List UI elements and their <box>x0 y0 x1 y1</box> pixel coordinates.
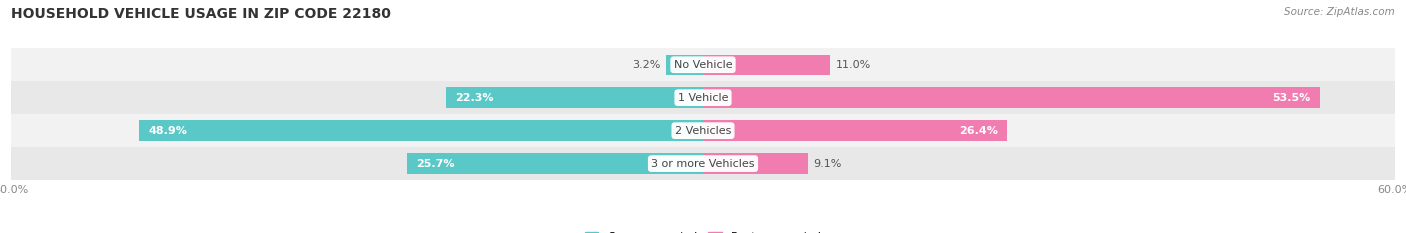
Bar <box>11 81 1395 114</box>
Text: 53.5%: 53.5% <box>1272 93 1310 103</box>
Text: Source: ZipAtlas.com: Source: ZipAtlas.com <box>1284 7 1395 17</box>
Text: HOUSEHOLD VEHICLE USAGE IN ZIP CODE 22180: HOUSEHOLD VEHICLE USAGE IN ZIP CODE 2218… <box>11 7 391 21</box>
Text: 3 or more Vehicles: 3 or more Vehicles <box>651 159 755 169</box>
Bar <box>11 114 1395 147</box>
Legend: Owner-occupied, Renter-occupied: Owner-occupied, Renter-occupied <box>581 227 825 233</box>
Text: No Vehicle: No Vehicle <box>673 60 733 70</box>
Bar <box>446 87 703 108</box>
Bar <box>703 87 1320 108</box>
Text: 11.0%: 11.0% <box>835 60 870 70</box>
Bar <box>703 153 808 174</box>
Text: 25.7%: 25.7% <box>416 159 454 169</box>
Text: 2 Vehicles: 2 Vehicles <box>675 126 731 136</box>
Text: 3.2%: 3.2% <box>631 60 661 70</box>
Text: 26.4%: 26.4% <box>959 126 998 136</box>
Text: 22.3%: 22.3% <box>456 93 494 103</box>
Bar <box>139 120 703 141</box>
Bar <box>406 153 703 174</box>
Bar <box>703 120 1007 141</box>
Bar <box>666 55 703 75</box>
Text: 48.9%: 48.9% <box>149 126 187 136</box>
Bar <box>703 55 830 75</box>
Text: 9.1%: 9.1% <box>814 159 842 169</box>
Bar <box>11 48 1395 81</box>
Text: 1 Vehicle: 1 Vehicle <box>678 93 728 103</box>
Bar <box>11 147 1395 180</box>
